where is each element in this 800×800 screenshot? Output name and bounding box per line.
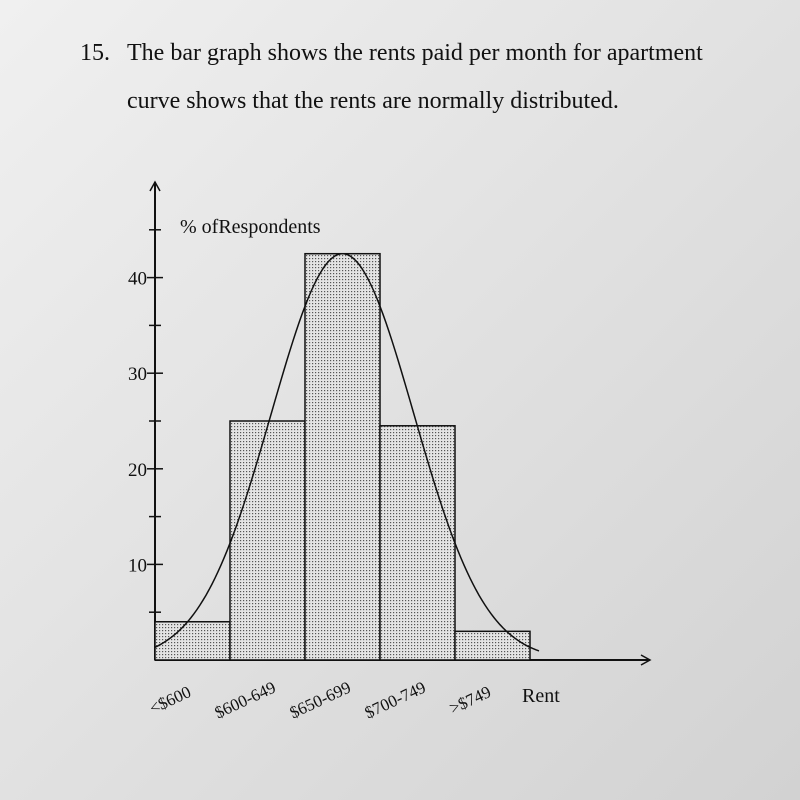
- bar: [229, 420, 306, 661]
- bar: [304, 252, 381, 661]
- bar: [379, 425, 456, 661]
- y-axis-label: % ofRespondents: [180, 216, 321, 238]
- x-axis-arrow: [640, 654, 652, 666]
- x-axis-label: Rent: [522, 685, 560, 707]
- bar: [454, 630, 531, 661]
- y-axis-arrow: [149, 180, 161, 192]
- y-tick-label: 30: [128, 364, 147, 385]
- question-line: The bar graph shows the rents paid per m…: [127, 40, 703, 66]
- question-number: 15.: [80, 40, 110, 66]
- question-line: curve shows that the rents are normally …: [127, 88, 619, 114]
- y-tick-label: 40: [128, 269, 147, 290]
- y-tick-label: 20: [128, 460, 147, 481]
- normal-curve: [154, 253, 540, 652]
- y-tick-label: 10: [128, 555, 147, 576]
